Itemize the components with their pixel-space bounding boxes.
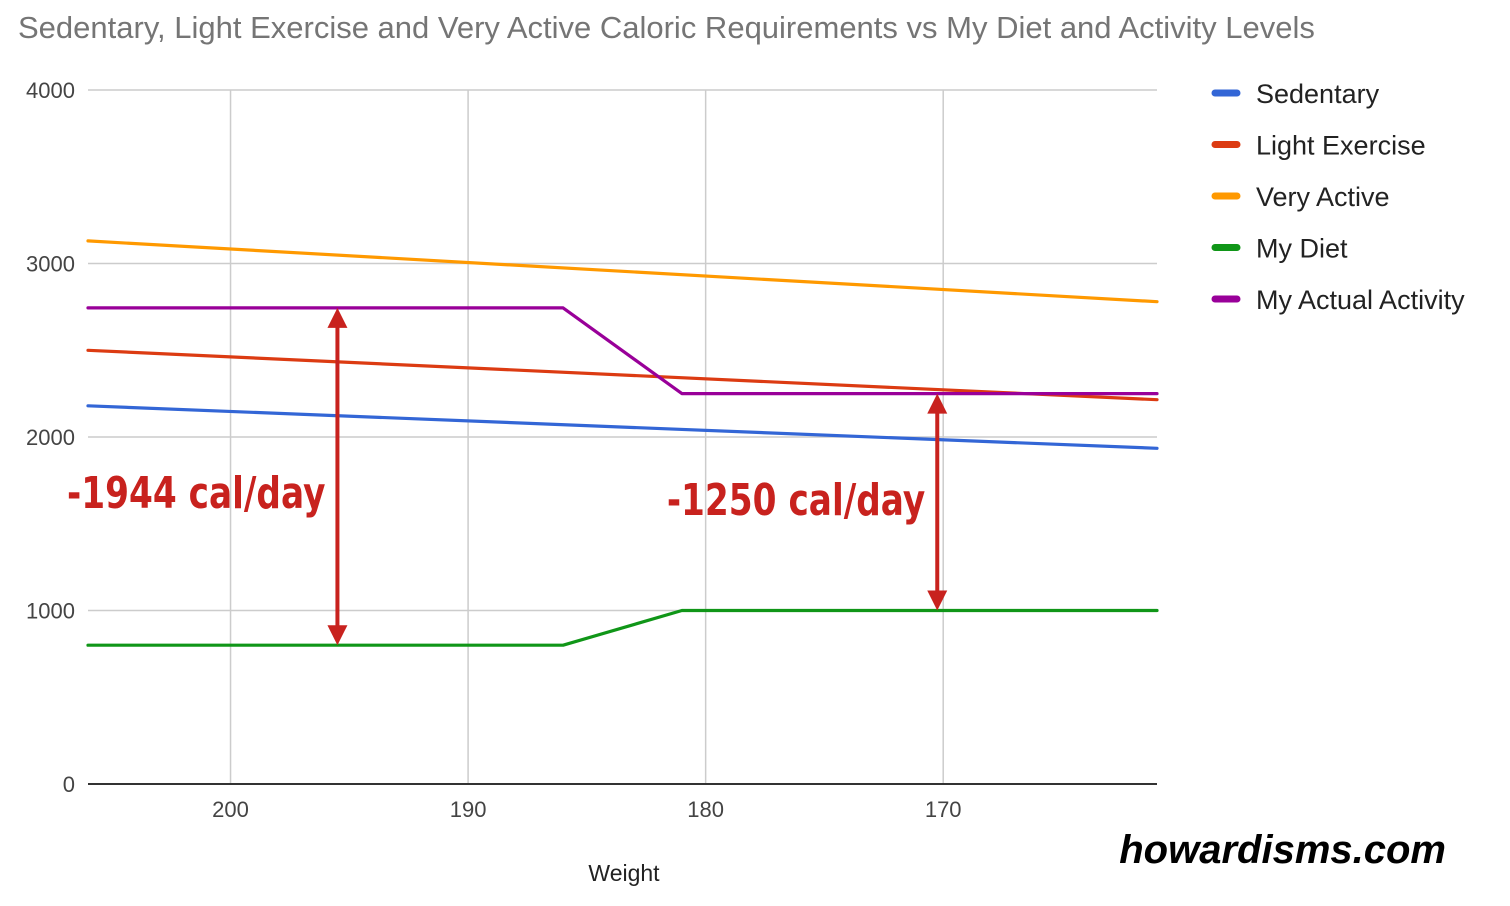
legend-label-my-diet: My Diet	[1256, 234, 1348, 264]
legend-label-sedentary: Sedentary	[1256, 79, 1380, 109]
series-line-sedentary	[86, 404, 1159, 450]
annotation-arrowhead-up	[927, 393, 948, 414]
series-line-my-actual-activity	[86, 306, 1159, 396]
y-tick-label: 2000	[26, 425, 75, 450]
annotations: -1944 cal/day -1250 cal/day	[67, 307, 948, 646]
annotation-label: -1250 cal/day	[667, 475, 925, 526]
x-tick-label: 170	[925, 797, 962, 822]
legend-label-light-exercise: Light Exercise	[1256, 131, 1426, 161]
legend-label-my-actual-activity: My Actual Activity	[1256, 285, 1465, 315]
grid	[88, 89, 1157, 784]
series-line-my-diet	[86, 608, 1159, 647]
series-lines	[86, 239, 1159, 647]
legend: Sedentary Light Exercise Very Active My Die…	[1211, 79, 1465, 315]
annotation-arrowhead-up	[327, 307, 348, 328]
x-tick-label: 190	[450, 797, 487, 822]
x-axis-label: Weight	[588, 860, 660, 886]
y-tick-label: 3000	[26, 252, 75, 277]
x-tick-label: 180	[687, 797, 724, 822]
chart-title: Sedentary, Light Exercise and Very Activ…	[18, 10, 1315, 45]
annotation-arrowhead-down	[927, 590, 948, 611]
annotation-arrowhead-down	[327, 625, 348, 646]
y-tick-label: 1000	[26, 599, 75, 624]
y-tick-label: 4000	[26, 78, 75, 103]
y-tick-label: 0	[63, 772, 75, 797]
annotation-label: -1944 cal/day	[67, 468, 325, 519]
series-line-light-exercise	[86, 348, 1159, 402]
series-line-very-active	[86, 239, 1159, 304]
axes: 0 1000 2000 3000 4000 200 190 180 170	[26, 78, 1157, 822]
legend-label-very-active: Very Active	[1256, 182, 1390, 212]
x-tick-label: 200	[212, 797, 249, 822]
watermark: howardisms.com	[1119, 828, 1446, 872]
